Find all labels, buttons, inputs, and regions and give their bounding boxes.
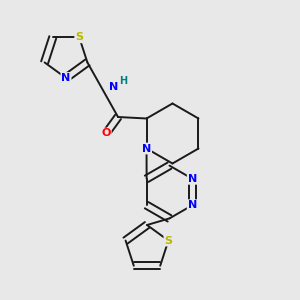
Text: N: N xyxy=(142,143,151,154)
Text: N: N xyxy=(188,174,197,184)
Text: N: N xyxy=(188,200,197,210)
Text: H: H xyxy=(119,76,127,86)
Text: S: S xyxy=(75,32,83,42)
Text: O: O xyxy=(101,128,111,139)
Text: S: S xyxy=(164,236,172,245)
Text: N: N xyxy=(109,82,118,92)
Text: N: N xyxy=(61,73,70,83)
